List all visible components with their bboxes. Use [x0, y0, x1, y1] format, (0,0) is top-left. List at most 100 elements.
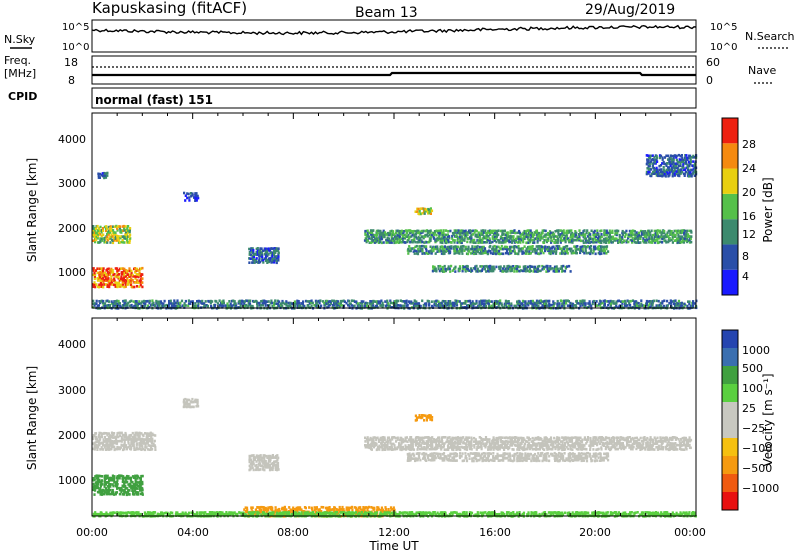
power-cell — [657, 235, 660, 238]
power-cell — [531, 265, 534, 269]
velocity-cell — [133, 493, 136, 496]
velocity-cell — [142, 447, 145, 451]
power-cell — [610, 235, 613, 239]
power-cell — [549, 252, 552, 256]
power-cell — [483, 302, 486, 306]
power-cell — [487, 299, 490, 303]
power-cell — [517, 303, 520, 307]
power-cell — [279, 303, 282, 307]
power-cell — [582, 235, 585, 239]
velocity-cell — [541, 447, 545, 451]
velocity-cell — [552, 443, 555, 447]
power-cell — [636, 233, 639, 236]
power-cell — [671, 237, 674, 240]
power-cell — [454, 251, 457, 255]
power-cell — [556, 302, 559, 306]
power-cell — [222, 301, 225, 305]
velocity-cell — [536, 447, 539, 451]
power-cell — [620, 237, 623, 241]
power-cell — [501, 233, 504, 237]
velocity-cell — [272, 456, 275, 459]
power-cell — [581, 304, 584, 307]
velocity-cell — [104, 487, 107, 490]
power-cell — [579, 251, 582, 255]
power-cell — [487, 235, 490, 238]
power-cell — [685, 231, 688, 234]
velocity-cell — [482, 442, 485, 446]
power-cell — [460, 232, 463, 235]
velocity-cell — [112, 484, 115, 488]
velocity-cell — [487, 445, 490, 449]
power-cell — [260, 300, 263, 303]
power-cell — [396, 233, 399, 237]
power-cell — [113, 277, 116, 280]
power-cell — [455, 233, 458, 237]
power-cell — [107, 281, 110, 285]
power-cell — [369, 229, 373, 232]
velocity-cell — [551, 440, 554, 444]
power-cell — [649, 233, 652, 237]
velocity-cell — [383, 438, 386, 442]
power-cell — [471, 269, 474, 272]
velocity-cell — [147, 444, 150, 447]
power-panel-frame — [91, 112, 697, 309]
power-cell — [607, 303, 610, 307]
power-cell — [492, 269, 495, 273]
power-cell — [563, 301, 566, 305]
power-cell — [138, 302, 141, 305]
power-cell — [574, 304, 577, 307]
power-cell — [448, 251, 452, 255]
velocity-cell — [417, 436, 420, 439]
power-cell — [410, 229, 413, 233]
power-cell — [571, 249, 575, 253]
power-cell — [650, 235, 653, 239]
power-cell — [615, 229, 618, 232]
power-cell — [509, 240, 512, 244]
power-cell — [642, 231, 645, 235]
velocity-cell — [418, 447, 421, 451]
power-cell — [648, 238, 651, 242]
velocity-cell — [460, 436, 463, 440]
velocity-cell — [495, 440, 498, 444]
power-cell — [384, 233, 387, 236]
power-cell — [411, 238, 414, 242]
power-cell — [428, 251, 431, 255]
power-cell — [124, 237, 127, 240]
power-cell — [189, 192, 192, 195]
power-cell — [433, 269, 436, 272]
velocity-cell — [259, 458, 262, 462]
freq-tick-bottom: 8 — [68, 74, 75, 87]
power-cell — [139, 274, 142, 278]
velocity-cell — [480, 445, 483, 449]
velocity-cell — [96, 486, 99, 490]
power-cell — [555, 239, 558, 242]
power-cell — [184, 304, 187, 307]
power-cell — [526, 241, 529, 244]
power-cell — [605, 231, 609, 234]
power-cell — [450, 247, 453, 250]
power-cell — [526, 235, 529, 238]
power-cell — [568, 264, 571, 268]
power-cell — [493, 233, 497, 236]
power-cell — [445, 233, 448, 237]
power-cell — [450, 264, 453, 268]
power-cell — [510, 251, 513, 255]
power-cell — [504, 301, 508, 305]
power-cell — [110, 277, 113, 281]
power-cell — [667, 235, 670, 238]
velocity-cell — [99, 474, 102, 478]
velocity-cell — [96, 480, 99, 483]
velocity-cell — [460, 445, 463, 449]
power-cell — [480, 249, 483, 253]
power-cell — [119, 304, 122, 308]
velocity-cell — [250, 460, 253, 464]
power-cell — [174, 304, 177, 308]
velocity-cell — [453, 436, 456, 440]
power-cell — [385, 238, 388, 242]
velocity-cell — [537, 436, 540, 439]
power-cell — [524, 231, 528, 235]
velocity-cell — [543, 442, 546, 446]
power-cell — [683, 168, 686, 172]
velocity-cell — [452, 441, 455, 445]
velocity-cell — [92, 477, 95, 480]
